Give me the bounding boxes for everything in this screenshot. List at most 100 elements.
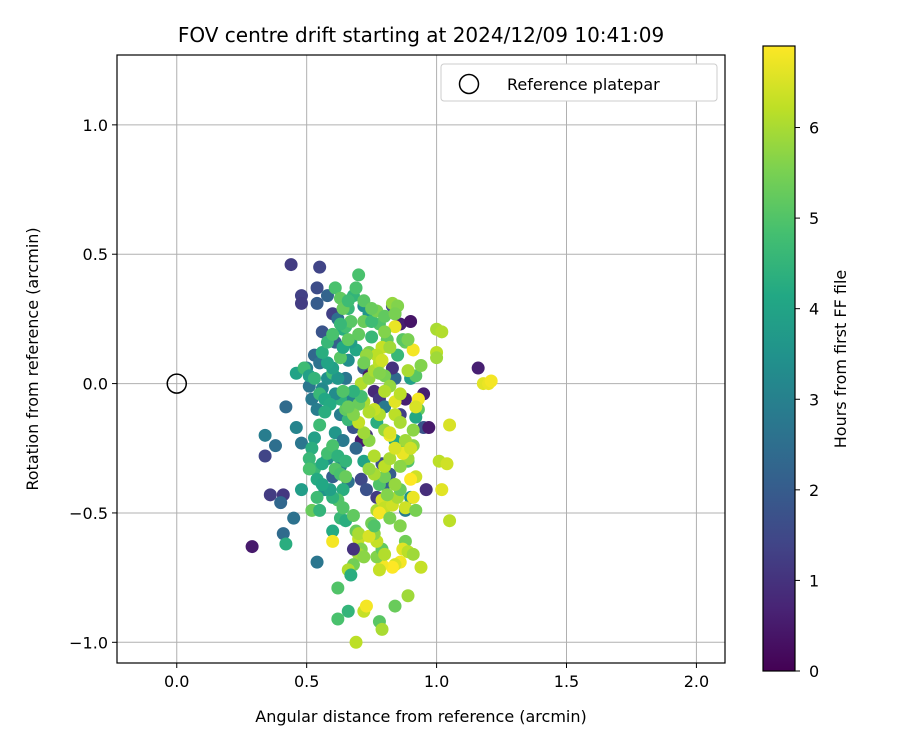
x-tick-label: 0.0 (164, 672, 189, 691)
data-point (320, 356, 334, 370)
data-point (359, 483, 373, 497)
data-point (310, 281, 324, 295)
x-tick-label: 2.0 (684, 672, 709, 691)
data-point (294, 436, 308, 450)
data-point (357, 426, 371, 440)
data-point (313, 418, 327, 432)
data-point (372, 366, 386, 380)
data-point (352, 527, 366, 541)
data-point (307, 371, 321, 385)
data-point (362, 529, 376, 543)
data-point (341, 400, 355, 414)
data-point (326, 327, 340, 341)
data-point (263, 488, 277, 502)
data-point (435, 483, 449, 497)
data-point (352, 268, 366, 282)
data-point (310, 555, 324, 569)
data-point (380, 488, 394, 502)
data-point (404, 472, 418, 486)
data-point (484, 374, 498, 388)
data-point (274, 496, 288, 510)
data-point (302, 462, 316, 476)
data-point (318, 405, 332, 419)
data-point (331, 371, 345, 385)
data-point (406, 343, 420, 357)
colorbar: 0 1 2 3 4 5 6 Hours from first FF file (762, 45, 850, 681)
y-axis-label: Rotation from reference (arcmin) (23, 227, 42, 490)
data-point (349, 281, 363, 295)
data-point (378, 384, 392, 398)
x-axis-ticks: 0.0 0.5 1.0 1.5 2.0 (164, 663, 709, 691)
data-point (305, 441, 319, 455)
data-point (375, 353, 389, 367)
data-point (393, 415, 407, 429)
data-point (401, 364, 415, 378)
data-point (378, 547, 392, 561)
data-point (315, 325, 329, 339)
data-point (346, 509, 360, 523)
data-point (287, 511, 301, 525)
data-point (341, 604, 355, 618)
data-point (443, 514, 457, 528)
data-point (258, 428, 272, 442)
colorbar-tick-label: 6 (809, 119, 819, 138)
data-point (294, 483, 308, 497)
data-point (419, 483, 433, 497)
colorbar-tick-label: 0 (809, 662, 819, 681)
colorbar-tick-label: 3 (809, 390, 819, 409)
data-point (383, 426, 397, 440)
data-point (409, 400, 423, 414)
colorbar-label: Hours from first FF file (831, 270, 850, 449)
data-point (346, 542, 360, 556)
data-point (393, 459, 407, 473)
data-point (279, 537, 293, 551)
legend: Reference platepar (440, 63, 718, 102)
data-point (313, 503, 327, 517)
data-point (357, 550, 371, 564)
data-point (388, 599, 402, 613)
data-point (378, 309, 392, 323)
data-point (393, 387, 407, 401)
legend-entry-label: Reference platepar (507, 75, 660, 94)
data-point (406, 490, 420, 504)
data-point (310, 296, 324, 310)
y-tick-label: 0.0 (83, 375, 108, 394)
data-point (336, 501, 350, 515)
plot-frame (116, 54, 726, 664)
data-point (349, 635, 363, 649)
y-tick-label: −1.0 (69, 633, 108, 652)
data-point (294, 296, 308, 310)
data-point (414, 358, 428, 372)
data-point (440, 457, 454, 471)
data-point (352, 327, 366, 341)
data-point (367, 519, 381, 533)
data-point (276, 527, 290, 541)
colorbar-tick-label: 1 (809, 571, 819, 590)
data-point (372, 563, 386, 577)
data-point (336, 384, 350, 398)
data-point (388, 441, 402, 455)
data-point (362, 405, 376, 419)
data-point (365, 330, 379, 344)
data-point (357, 356, 371, 370)
data-point (313, 260, 327, 274)
x-axis-label: Angular distance from reference (arcmin) (255, 707, 586, 726)
legend-marker-icon (458, 73, 480, 95)
data-point (344, 314, 358, 328)
data-point (279, 400, 293, 414)
data-point (310, 490, 324, 504)
data-point (258, 449, 272, 463)
data-point (341, 333, 355, 347)
data-point (344, 568, 358, 582)
data-point (388, 477, 402, 491)
data-point (404, 314, 418, 328)
data-point (341, 294, 355, 308)
data-point (409, 410, 423, 424)
data-point (336, 483, 350, 497)
data-point (414, 560, 428, 574)
x-tick-label: 1.5 (554, 672, 579, 691)
data-point (404, 441, 418, 455)
data-point (333, 317, 347, 331)
data-point (339, 470, 353, 484)
data-point (385, 560, 399, 574)
